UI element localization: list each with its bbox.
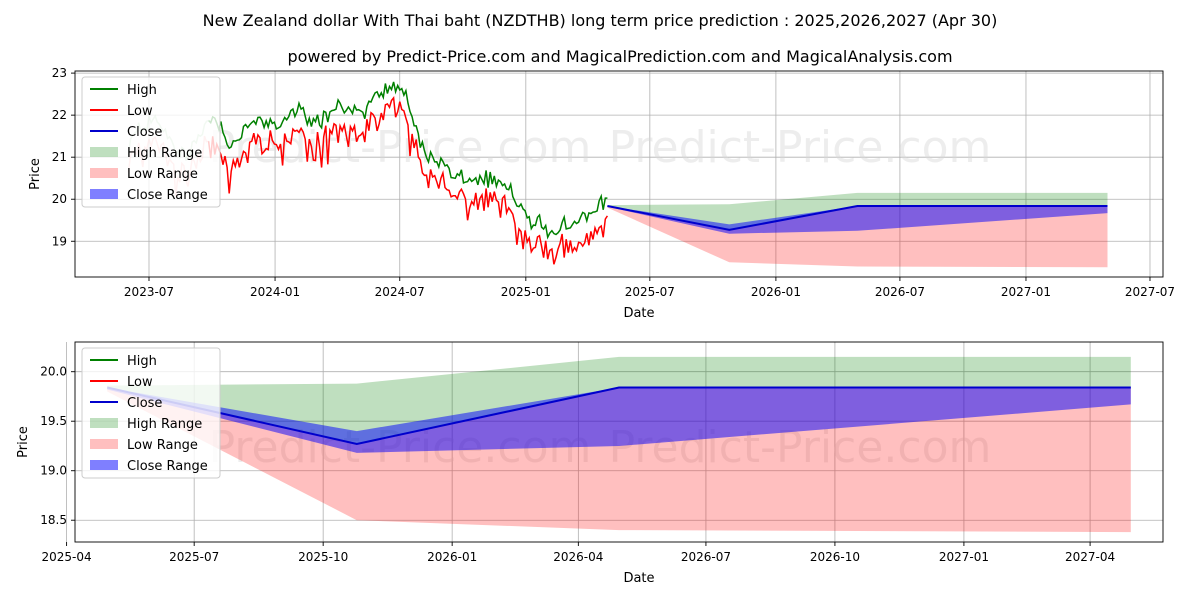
x-tick-label: 2024-07 — [375, 285, 425, 299]
high-range-band — [607, 192, 1108, 230]
x-tick-label: 2027-07 — [1125, 285, 1175, 299]
legend-high-range-label: High Range — [127, 417, 202, 432]
x-tick-label: 2027-01 — [939, 550, 989, 564]
legend-high-label: High — [127, 354, 157, 369]
close-range-band — [107, 387, 1131, 453]
watermark-text: Predict-Price.com — [609, 122, 992, 173]
y-tick-label: 21 — [52, 150, 67, 164]
x-tick-label: 2026-04 — [553, 550, 603, 564]
legend-high-range-swatch — [90, 147, 118, 157]
legend-close-label: Close — [127, 396, 162, 411]
x-axis-label: Date — [623, 306, 654, 321]
legend-close-range-swatch — [90, 189, 118, 199]
y-axis-label: Price — [28, 158, 43, 190]
legend-close-label: Close — [127, 125, 162, 140]
watermark-text: Predict-Price.com — [609, 270, 992, 321]
close-line — [106, 386, 1131, 446]
x-axis-label: Date — [623, 571, 654, 586]
legend-close-range-label: Close Range — [127, 188, 208, 203]
x-tick-label: 2025-07 — [625, 285, 675, 299]
y-tick-label: 20 — [52, 192, 67, 206]
plot-frame — [74, 341, 1164, 543]
x-tick-label: 2026-07 — [681, 550, 731, 564]
y-tick-label: 18.5 — [40, 513, 67, 527]
legend-high-range-label: High Range — [127, 146, 202, 161]
y-tick-label: 19 — [52, 234, 67, 248]
legend-high-label: High — [127, 83, 157, 98]
x-tick-label: 2026-10 — [810, 550, 860, 564]
x-tick-label: 2023-07 — [124, 285, 174, 299]
legend-low-range-swatch — [90, 168, 118, 178]
high-line — [208, 81, 608, 240]
close-range-band — [607, 206, 1108, 234]
legend-low-range-swatch — [90, 439, 118, 449]
y-tick-label: 23 — [52, 66, 67, 80]
legend-close-range-label: Close Range — [127, 459, 208, 474]
legend-low-range-label: Low Range — [127, 167, 198, 182]
x-tick-label: 2026-01 — [751, 285, 801, 299]
chart-title: New Zealand dollar With Thai baht (NZDTH… — [203, 11, 998, 30]
legend-low-range-label: Low Range — [127, 438, 198, 453]
x-tick-label: 2027-04 — [1065, 550, 1115, 564]
x-tick-label: 2025-07 — [169, 550, 219, 564]
y-tick-label: 20.0 — [40, 365, 67, 379]
plot-frame — [74, 70, 1164, 278]
grid-lines — [75, 71, 1163, 277]
legend-high-range-swatch — [90, 418, 118, 428]
x-tick-label: 2025-04 — [42, 550, 92, 564]
x-tick-label: 2027-01 — [1001, 285, 1051, 299]
legend-close-range-swatch — [90, 460, 118, 470]
chart-subtitle: powered by Predict-Price.com and Magical… — [287, 47, 952, 66]
x-tick-label: 2025-01 — [501, 285, 551, 299]
watermark-text: Predict-Price.com — [209, 122, 592, 173]
legend: High Low Close High Range Low Range Close Ran… — [81, 76, 221, 208]
upper-plot-panel: Predict-Price.com Predict-Price.com Predic… — [28, 66, 1175, 321]
x-tick-label: 2026-07 — [875, 285, 925, 299]
y-tick-label: 19.0 — [40, 464, 67, 478]
watermark-text: Predict-Price.com — [209, 270, 592, 321]
high-range-band — [107, 356, 1131, 444]
y-axis-label: Price — [16, 426, 31, 458]
low-line — [207, 96, 609, 265]
close-line — [607, 205, 1108, 231]
x-tick-label: 2025-10 — [298, 550, 348, 564]
x-tick-label: 2024-01 — [250, 285, 300, 299]
plot-area: Predict-Price.com Predict-Price.com Predic… — [127, 81, 1108, 321]
y-tick-label: 19.5 — [40, 414, 67, 428]
x-tick-label: 2026-01 — [427, 550, 477, 564]
legend-low-label: Low — [127, 375, 153, 390]
legend-low-label: Low — [127, 104, 153, 119]
y-tick-label: 22 — [52, 108, 67, 122]
legend: High Low Close High Range Low Range Close Ran… — [81, 347, 221, 479]
